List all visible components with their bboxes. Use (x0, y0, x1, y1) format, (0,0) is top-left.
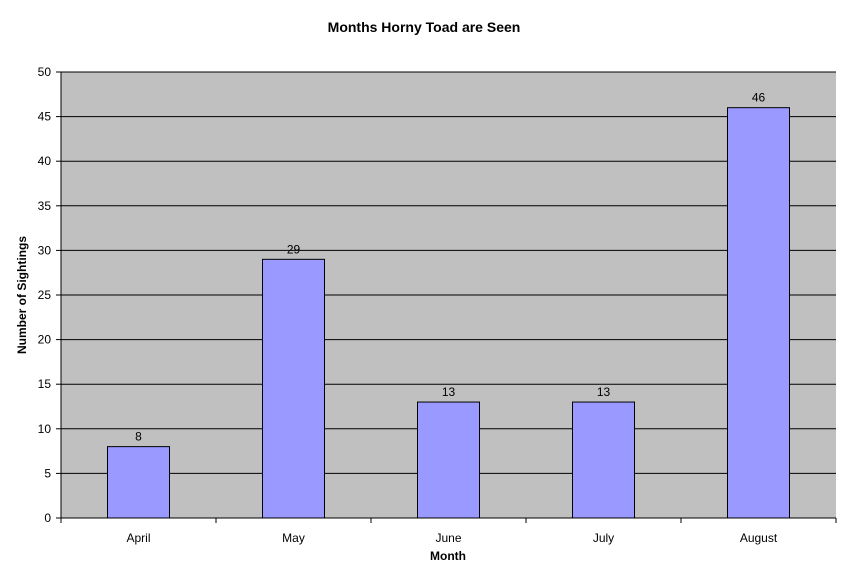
bar-june (417, 401, 480, 519)
y-tick-label: 35 (38, 199, 52, 213)
y-axis-title: Number of Sightings (15, 236, 29, 354)
x-axis-ticks: April May June July August (60, 518, 837, 545)
y-tick-label: 25 (38, 288, 52, 302)
bars (107, 107, 790, 519)
data-label-june: 13 (442, 385, 456, 399)
bar-may (262, 258, 325, 519)
y-axis-ticks: 0 5 10 15 20 25 30 35 40 45 50 (38, 65, 61, 525)
data-label-april: 8 (135, 430, 142, 444)
bar-april (107, 446, 170, 519)
y-tick-label: 50 (38, 65, 52, 79)
y-tick-label: 40 (38, 154, 52, 168)
y-tick-label: 0 (44, 511, 51, 525)
data-labels: 8 29 13 13 46 (135, 91, 765, 444)
x-tick-label-june: June (435, 531, 461, 545)
y-tick-label: 20 (38, 333, 52, 347)
data-label-august: 46 (752, 91, 766, 105)
bar-august (727, 107, 790, 519)
data-label-may: 29 (287, 242, 301, 256)
bar-july (572, 401, 635, 519)
y-tick-label: 30 (38, 243, 52, 257)
x-tick-label-july: July (593, 531, 614, 545)
x-tick-label-august: August (740, 531, 778, 545)
x-axis-title: Month (430, 549, 466, 563)
x-tick-label-may: May (282, 531, 305, 545)
y-tick-label: 45 (38, 110, 52, 124)
y-tick-label: 10 (38, 422, 52, 436)
data-label-july: 13 (597, 385, 611, 399)
y-tick-label: 5 (44, 466, 51, 480)
x-tick-label-april: April (126, 531, 150, 545)
y-tick-label: 15 (38, 377, 52, 391)
chart-title: Months Horny Toad are Seen (328, 19, 521, 35)
